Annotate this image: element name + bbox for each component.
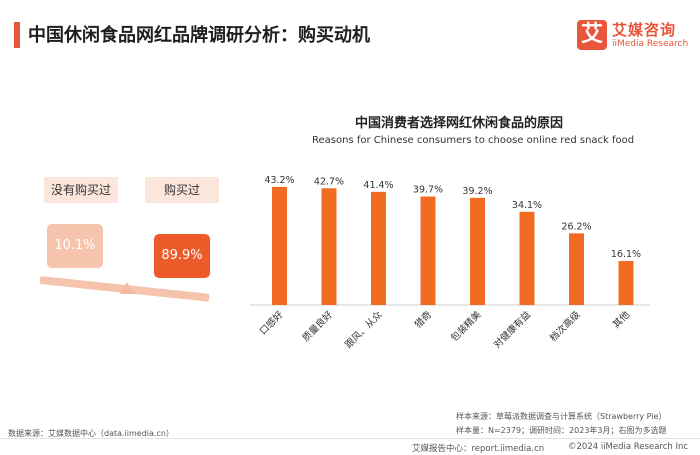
category-label: 口感好	[257, 308, 286, 337]
bar-value-label: 16.1%	[611, 249, 641, 260]
page-title: 中国休闲食品网红品牌调研分析：购买动机	[28, 25, 370, 46]
bar	[371, 191, 386, 305]
footer-divider	[0, 438, 700, 439]
category-label: 猎奇	[412, 308, 434, 330]
bar	[272, 186, 287, 305]
title-accent-bar	[14, 22, 20, 48]
data-source-note: 数据来源：艾媒数据中心（data.iimedia.cn）	[8, 429, 174, 438]
footer-report-center: 艾媒报告中心：report.iimedia.cn	[412, 444, 545, 454]
label-purchased: 购买过	[145, 177, 219, 203]
logo-text-cn: 艾媒咨询	[612, 21, 677, 39]
category-label: 质量良好	[300, 308, 336, 344]
chart-subtitle: Reasons for Chinese consumers to choose …	[312, 135, 635, 146]
bar-value-label: 39.2%	[462, 186, 492, 197]
sample-info-note: 样本量：N=2379；调研时间：2023年3月；右图为多选题	[456, 426, 667, 435]
bar	[618, 260, 634, 305]
bar	[470, 197, 485, 305]
category-label: 其他	[610, 308, 632, 330]
category-label: 对健康有益	[491, 308, 533, 350]
iimedia-logo-icon: 艾	[577, 20, 607, 50]
label-not-purchased: 没有购买过	[44, 177, 118, 203]
footer-copyright: ©2024 iiMedia Research Inc	[568, 442, 689, 452]
bar	[321, 188, 337, 305]
category-label: 档次高级	[547, 308, 583, 344]
bar	[519, 211, 535, 305]
bar	[569, 233, 584, 305]
bar-value-label: 41.4%	[363, 180, 393, 191]
bar-chart: 43.2% 口感好 42.7% 质量良好 41.4% 跟风、从众 39.7% 猎奇 39.2% 包…	[250, 175, 650, 351]
bar-value-label: 34.1%	[512, 200, 542, 211]
bar-value-label: 43.2%	[264, 175, 294, 186]
chart-title: 中国消费者选择网红休闲食品的原因	[355, 116, 564, 131]
balance-fulcrum	[120, 282, 134, 294]
value-not-purchased: 10.1%	[47, 224, 103, 268]
bar-value-label: 39.7%	[413, 184, 443, 195]
category-label: 包装精美	[448, 308, 484, 344]
logo-text-en: iiMedia Research	[612, 39, 689, 49]
value-purchased: 89.9%	[154, 234, 210, 278]
bar-value-label: 42.7%	[314, 176, 344, 187]
bar-value-label: 26.2%	[561, 221, 591, 232]
sample-source-note: 样本来源：草莓派数据调查与计算系统（Strawberry Pie）	[456, 412, 667, 421]
category-label: 跟风、从众	[343, 309, 385, 351]
bar	[420, 196, 436, 305]
